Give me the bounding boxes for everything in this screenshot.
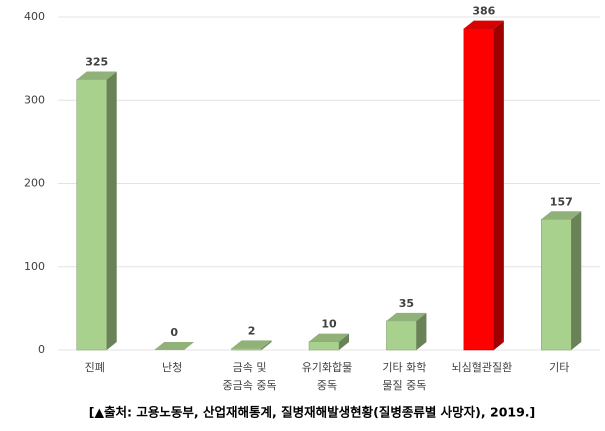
bar-top xyxy=(386,312,427,321)
bar-front xyxy=(541,219,572,351)
bar-front xyxy=(231,348,262,351)
x-tick-label: 중금속 중독 xyxy=(223,379,277,392)
bar-top xyxy=(309,333,349,342)
bar-top xyxy=(76,71,117,80)
bar-top xyxy=(541,211,582,220)
x-tick-label: 난청 xyxy=(162,361,182,374)
bar-front xyxy=(76,79,107,351)
source-caption: [▲출처: 고용노동부, 산업재해통계, 질병재해발생현황(질병종류별 사망자)… xyxy=(89,405,536,420)
bar-top xyxy=(463,20,504,29)
x-tick-label: 뇌심혈관질환 xyxy=(451,360,512,374)
bar-side xyxy=(493,20,504,351)
bar-side xyxy=(339,333,349,350)
bar-top xyxy=(231,340,272,349)
value-label: 157 xyxy=(550,195,573,208)
x-tick-label: 기타 xyxy=(549,361,569,374)
x-tick-label: 금속 및 xyxy=(233,361,267,374)
bar-side xyxy=(106,71,117,350)
x-tick-label: 기타 화학 xyxy=(382,361,426,374)
bar-front xyxy=(386,320,417,351)
y-tick-label: 400 xyxy=(24,10,45,23)
y-tick-label: 100 xyxy=(24,260,45,273)
value-label: 2 xyxy=(248,324,256,337)
value-label: 0 xyxy=(170,326,178,339)
y-tick-label: 0 xyxy=(38,343,45,356)
x-tick-label: 중독 xyxy=(317,379,337,392)
y-tick-label: 200 xyxy=(24,177,45,190)
bar-front xyxy=(463,28,495,351)
x-tick-label: 유기화합물 xyxy=(302,361,353,374)
x-tick-label: 물질 중독 xyxy=(382,379,426,392)
x-tick-label: 진폐 xyxy=(85,361,105,374)
value-label: 10 xyxy=(321,318,337,331)
value-label: 325 xyxy=(85,55,108,68)
y-tick-label: 300 xyxy=(24,93,45,106)
value-label: 35 xyxy=(399,297,414,310)
bar-side xyxy=(571,211,582,350)
bar-side xyxy=(416,312,427,350)
bar-top xyxy=(154,342,195,350)
value-label: 386 xyxy=(472,5,495,18)
bar-side xyxy=(261,340,272,350)
bar-front xyxy=(308,341,340,351)
